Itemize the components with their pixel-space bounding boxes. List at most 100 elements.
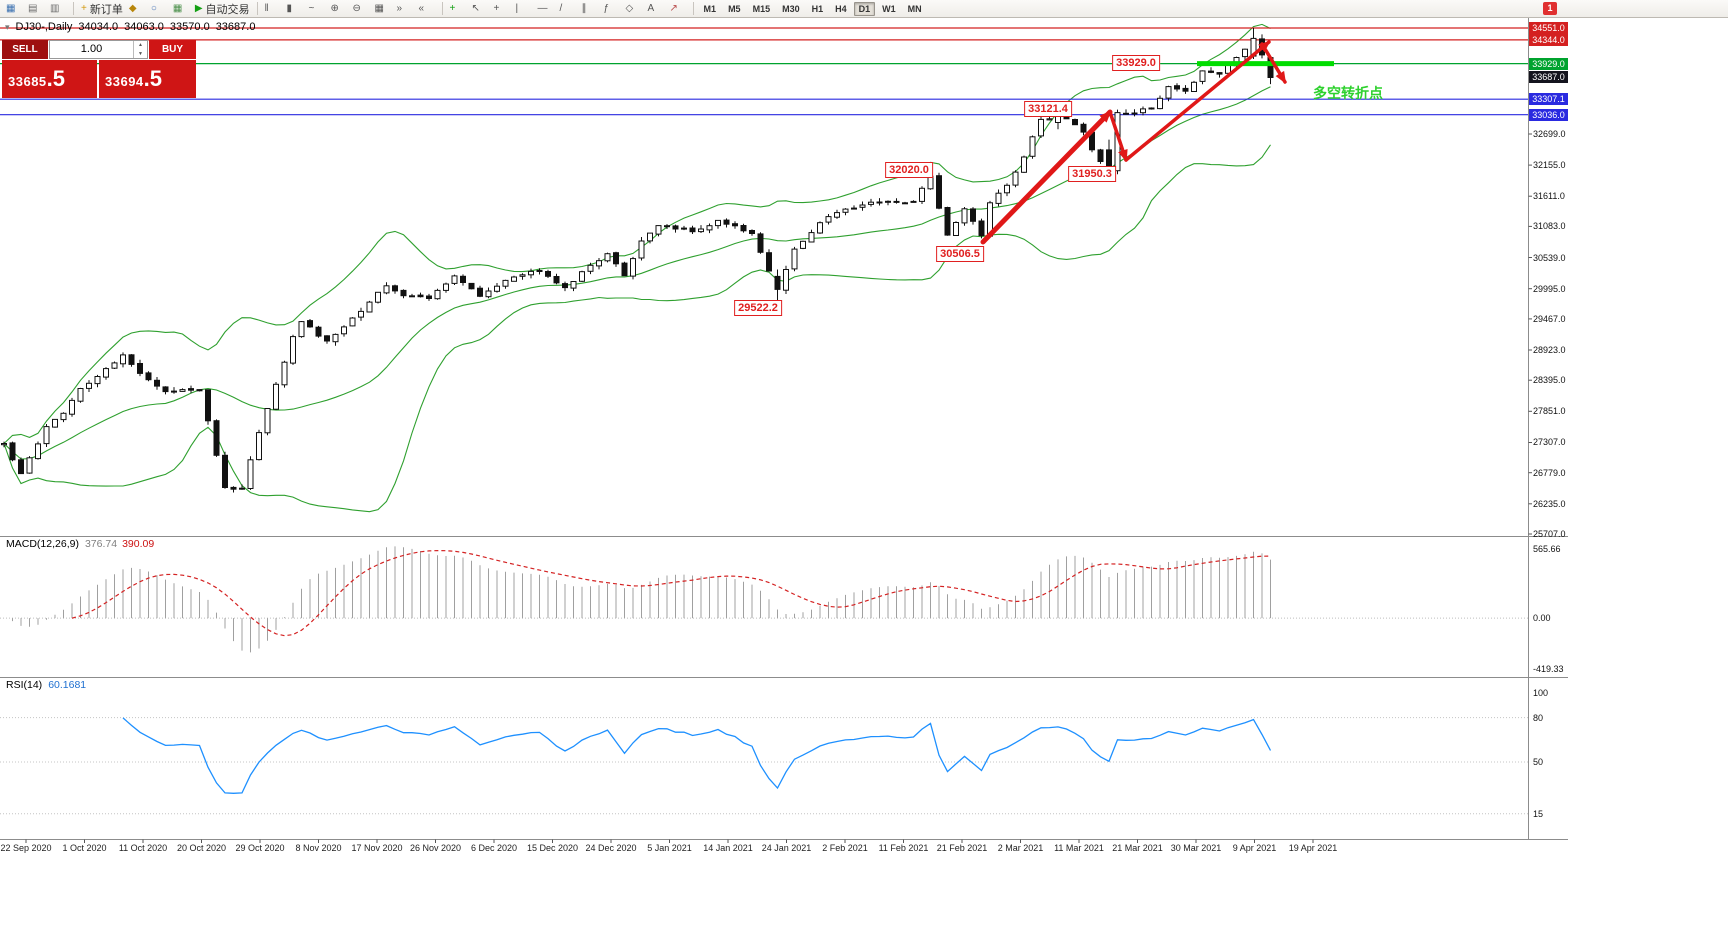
price-callout[interactable]: 31950.3: [1068, 166, 1116, 182]
volume-down-icon[interactable]: ▼: [138, 50, 143, 57]
terminal-icon: ▦: [172, 2, 183, 14]
trendline-button[interactable]: /: [557, 1, 579, 17]
rsi-indicator: [0, 717, 1528, 815]
autotrading-button-label: 自动交易: [205, 3, 250, 16]
timeframe-button-m5[interactable]: M5: [728, 3, 741, 14]
price-tick-label: 26779.0: [1533, 467, 1566, 478]
autotrading-button[interactable]: ▶ 自动交易: [192, 1, 253, 17]
market-watch-button[interactable]: ◆: [126, 1, 148, 17]
chart-ohlc-header: ▾ DJ30-,Daily 34034.0 34063.0 33570.0 33…: [5, 21, 255, 33]
crosshair-button[interactable]: +: [491, 1, 513, 17]
vertical-line-button[interactable]: |: [513, 1, 535, 17]
navigator-button[interactable]: ○: [148, 1, 170, 17]
date-tick-label: 5 Jan 2021: [647, 843, 692, 853]
channel-button[interactable]: ∥: [579, 1, 601, 17]
one-click-panel-toggle[interactable]: ▾: [5, 21, 10, 32]
timeframe-button-w1[interactable]: W1: [882, 3, 896, 14]
new-chart-button[interactable]: ▦: [3, 1, 25, 17]
new-order-icon: +: [81, 2, 87, 14]
vertical-line-icon: |: [515, 2, 519, 14]
indicators-button[interactable]: +: [447, 1, 469, 17]
chart-shift-button[interactable]: «: [416, 1, 438, 17]
bar-chart-button[interactable]: ‖: [262, 1, 284, 17]
price-line-label: 33307.1: [1529, 93, 1568, 106]
text-button[interactable]: A: [645, 1, 667, 17]
rsi-tick-label: 15: [1533, 808, 1544, 819]
macd-value: 376.74: [84, 538, 118, 550]
zoom-in-button[interactable]: ⊕: [328, 1, 350, 17]
horizontal-line-icon: —: [537, 2, 548, 14]
trend-arrow[interactable]: [980, 109, 1113, 245]
price-tick-label: 32155.0: [1533, 160, 1566, 171]
timeframe-button-h1[interactable]: H1: [811, 3, 824, 14]
auto-scroll-button[interactable]: »: [394, 1, 416, 17]
tile-windows-button[interactable]: ▦: [372, 1, 394, 17]
volume-stepper[interactable]: ▲ ▼: [133, 41, 147, 58]
volume-up-icon[interactable]: ▲: [138, 42, 143, 48]
bollinger-lower-band: [3, 144, 1271, 513]
crosshair-icon: +: [493, 2, 500, 14]
price-callout[interactable]: 29522.2: [734, 300, 782, 316]
price-tick-label: 29995.0: [1533, 283, 1566, 294]
price-line-label: 33929.0: [1529, 57, 1568, 70]
date-tick-label: 21 Feb 2021: [936, 843, 988, 853]
price-tick-label: 28923.0: [1533, 345, 1566, 355]
date-tick-label: 1 Oct 2020: [62, 843, 107, 853]
cursor-button[interactable]: ↖: [469, 1, 491, 17]
price-callout[interactable]: 33929.0: [1112, 55, 1160, 71]
sell-price-box[interactable]: 33685.5: [2, 60, 97, 98]
timeframe-button-h4[interactable]: H4: [835, 3, 847, 14]
date-tick-label: 30 Mar 2021: [1170, 843, 1222, 853]
sell-price-pips: .5: [46, 66, 66, 91]
price-line-label: 33687.0: [1529, 71, 1568, 84]
sell-button[interactable]: SELL: [2, 40, 48, 59]
macd-indicator: [0, 546, 1528, 653]
timeframe-button-mn[interactable]: MN: [907, 3, 922, 14]
trend-arrow[interactable]: [1260, 42, 1287, 84]
rsi-title: RSI(14): [6, 679, 43, 691]
candlestick-chart-button[interactable]: ▮: [284, 1, 306, 17]
turning-point-text[interactable]: 多空转折点: [1313, 85, 1383, 101]
date-tick-label: 8 Nov 2020: [295, 843, 342, 853]
zoom-out-button[interactable]: ⊖: [350, 1, 372, 17]
terminal-button[interactable]: ▦: [170, 1, 192, 17]
price-tick-label: 31611.0: [1533, 191, 1565, 202]
fibonacci-button[interactable]: ƒ: [601, 1, 623, 17]
toolbar-separator: [73, 2, 74, 15]
timeframe-button-m1[interactable]: M1: [703, 3, 717, 14]
buy-button[interactable]: BUY: [149, 40, 196, 59]
bar-chart-icon: ‖: [264, 2, 269, 14]
trendline-icon: /: [559, 2, 563, 14]
line-chart-button[interactable]: ~: [306, 1, 328, 17]
timeframe-button-m30[interactable]: M30: [782, 3, 800, 14]
symbol-period-label: DJ30-,Daily: [15, 21, 73, 33]
timeframe-button-d1[interactable]: D1: [853, 1, 876, 16]
macd-histogram: [12, 546, 1271, 653]
price-callout[interactable]: 33121.4: [1024, 101, 1072, 117]
new-order-button-label: 新订单: [89, 3, 123, 16]
shapes-button[interactable]: ◇: [623, 1, 645, 17]
trend-arrow[interactable]: [1108, 110, 1128, 162]
sell-price-main: 33685: [8, 74, 47, 89]
notification-badge[interactable]: 1: [1543, 2, 1557, 15]
trend-arrow[interactable]: [1124, 40, 1271, 162]
rsi-tick-label: 100: [1533, 688, 1549, 698]
price-callout[interactable]: 30506.5: [936, 246, 984, 262]
horizontal-line-button[interactable]: —: [535, 1, 557, 17]
date-tick-label: 17 Nov 2020: [351, 843, 403, 853]
text-icon: A: [647, 2, 655, 14]
zoom-out-icon: ⊖: [352, 2, 361, 14]
buy-price-box[interactable]: 33694.5: [99, 60, 196, 98]
auto-scroll-icon: »: [396, 2, 403, 14]
price-callout[interactable]: 32020.0: [885, 162, 933, 178]
arrows-button[interactable]: ↗: [667, 1, 689, 17]
templates-button[interactable]: ▥: [47, 1, 69, 17]
volume-input[interactable]: 1.00 ▲ ▼: [49, 40, 148, 59]
timeframe-button-m15[interactable]: M15: [752, 3, 771, 14]
profiles-icon: ▤: [28, 2, 38, 14]
rsi-header: RSI(14) 60.1681: [6, 679, 86, 691]
new-order-button[interactable]: + 新订单: [78, 1, 126, 17]
volume-value[interactable]: 1.00: [80, 43, 103, 55]
profiles-button[interactable]: ▤: [25, 1, 47, 17]
